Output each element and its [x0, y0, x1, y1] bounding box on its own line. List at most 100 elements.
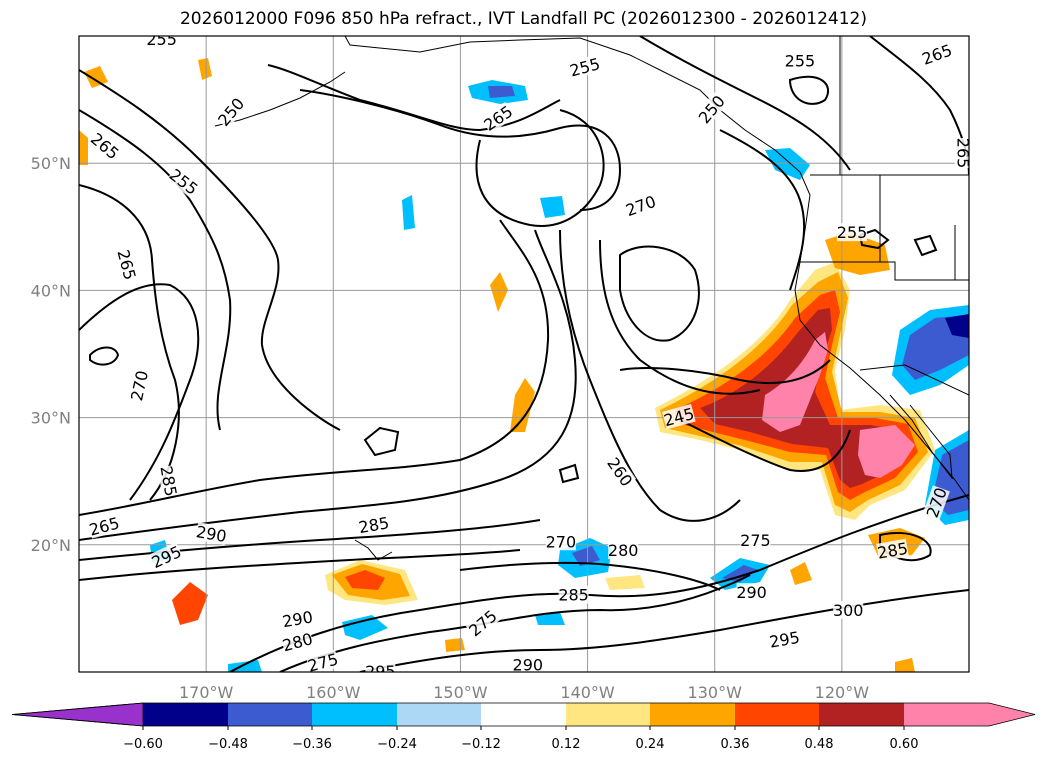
colorbar-swatch [566, 703, 650, 726]
state-border-2 [800, 261, 969, 281]
negative-anomaly-nevada-peak [945, 314, 969, 338]
colorbar-tick-label: −0.60 [123, 737, 163, 752]
colorbar-tick-label: 0.48 [805, 737, 834, 752]
contour-line [639, 36, 851, 171]
contour-label: 295 [768, 628, 801, 652]
colorbar-tick-label: 0.60 [890, 737, 919, 752]
colorbar-tick-label: 0.12 [552, 737, 581, 752]
contour-line [558, 463, 580, 484]
contour-line [559, 229, 741, 522]
contour-line [459, 561, 721, 591]
positive-anomaly-peak-baja [858, 425, 915, 478]
colorbar-tick-label: −0.24 [377, 737, 417, 752]
svg-text:300: 300 [833, 601, 864, 620]
aleutian-islands [214, 71, 346, 127]
contour-label: 255 [785, 51, 815, 70]
svg-text:255: 255 [146, 30, 177, 49]
svg-text:270: 270 [546, 532, 577, 551]
contour-line [475, 109, 605, 227]
contour-label: 280 [608, 541, 639, 560]
colorbar-tick-label: −0.12 [461, 737, 501, 752]
contour-line [79, 519, 541, 561]
shaded-regions [79, 58, 969, 672]
contour-line [679, 419, 851, 472]
map-title: 2026012000 F096 850 hPa refract., IVT La… [179, 9, 867, 29]
hawaii-islands [354, 539, 393, 561]
state-border-6 [859, 364, 969, 396]
longitude-label: 130°W [688, 683, 743, 702]
positive-anomaly-nw-small [198, 58, 212, 80]
contour-line [79, 109, 232, 431]
negative-anomaly-west-n [402, 195, 415, 230]
positive-anomaly-hawaii-peak [345, 570, 385, 590]
longitude-label: 160°W [306, 683, 361, 702]
latitude-label: 40°N [31, 281, 71, 300]
positive-anomaly-central-south [510, 378, 535, 432]
colorbar-tick-label: −0.48 [208, 737, 248, 752]
svg-text:265: 265 [954, 138, 973, 169]
contour-line [267, 64, 561, 132]
svg-text:280: 280 [608, 541, 639, 560]
svg-text:285: 285 [558, 586, 589, 605]
svg-text:290: 290 [736, 583, 767, 602]
contour-label: 290 [513, 655, 544, 675]
colorbar-swatch [312, 703, 397, 726]
negative-anomaly-south-east-core [722, 565, 758, 582]
contour-label: 275 [740, 530, 771, 550]
positive-anomaly-central [490, 272, 508, 312]
contour-line [363, 426, 400, 457]
colorbar-swatch [397, 703, 481, 726]
contour-label: 285 [876, 539, 909, 563]
contour-label: 290 [736, 583, 767, 602]
negative-anomaly-hawaii-s [342, 615, 388, 640]
colorbar-swatch [143, 703, 228, 726]
contour-line [279, 574, 751, 672]
positive-anomaly-south-mid [605, 575, 645, 590]
contour-label: 300 [833, 600, 864, 620]
latitude-labels: 50°N 40°N 30°N 20°N [31, 154, 71, 555]
coastline-baja [889, 394, 953, 480]
contour-line [229, 494, 969, 672]
colorbar: −0.60 −0.48 −0.36 −0.24 −0.12 0.12 0.24 0.36 0.4… [11, 702, 1036, 752]
negative-anomaly-bc [765, 148, 810, 180]
refractivity-contours [79, 36, 969, 672]
contour-line [79, 219, 550, 516]
contour-line [89, 346, 120, 366]
longitude-label: 140°W [560, 683, 615, 702]
contour-line [599, 239, 761, 395]
colorbar-swatch [650, 703, 735, 726]
positive-anomaly-oregon [825, 232, 890, 275]
contour-line [79, 283, 200, 501]
coastlines [214, 36, 969, 561]
contour-label: 270 [546, 532, 577, 551]
negative-anomaly-south-mid-core [572, 546, 600, 566]
state-border-5 [954, 225, 969, 281]
svg-text:290: 290 [513, 656, 544, 675]
svg-text:275: 275 [740, 531, 771, 550]
contour-line [913, 234, 938, 257]
colorbar-swatch [481, 703, 566, 726]
colorbar-swatch [819, 703, 904, 726]
colorbar-swatch [735, 703, 819, 726]
contour-line [299, 89, 622, 211]
colorbar-extension-high [904, 703, 1035, 726]
negative-anomaly-central-n [540, 196, 565, 218]
latitude-label: 30°N [31, 409, 71, 428]
colorbar-swatch [228, 703, 312, 726]
longitude-labels: 170°W 160°W 150°W 140°W 130°W 120°W [179, 683, 869, 702]
colorbar-tick-label: 0.36 [721, 737, 750, 752]
map-frame [78, 35, 970, 673]
contour-line [79, 184, 180, 501]
contour-line [79, 549, 521, 581]
positive-anomaly-peak-ca [762, 332, 828, 432]
latitude-label: 20°N [31, 536, 71, 555]
positive-anomaly-far-se [895, 658, 915, 672]
longitude-label: 150°W [433, 683, 488, 702]
contour-line [788, 75, 830, 105]
positive-anomaly-west [172, 582, 208, 625]
positive-anomaly-south-far [445, 638, 465, 652]
svg-text:255: 255 [837, 223, 868, 242]
latitude-label: 50°N [31, 154, 71, 173]
